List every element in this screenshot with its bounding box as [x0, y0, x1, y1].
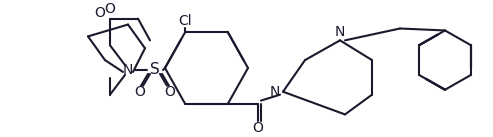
Text: O: O: [105, 2, 115, 16]
Text: N: N: [123, 63, 133, 77]
Text: N: N: [270, 85, 280, 99]
Text: O: O: [95, 6, 106, 20]
Text: N: N: [335, 25, 345, 39]
Text: O: O: [165, 85, 176, 99]
Text: Cl: Cl: [178, 14, 192, 28]
Text: O: O: [135, 85, 145, 99]
Text: S: S: [150, 62, 160, 78]
Text: O: O: [252, 121, 263, 135]
